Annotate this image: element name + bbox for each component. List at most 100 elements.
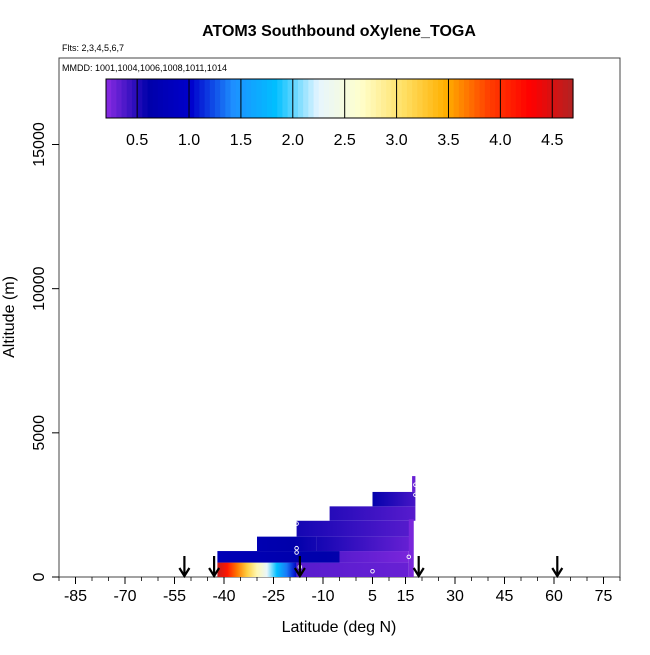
colorbar-segment — [448, 79, 455, 118]
colorbar-segment — [173, 79, 180, 118]
data-cell — [217, 551, 340, 563]
colorbar-segment — [469, 79, 476, 118]
colorbar-segment — [297, 79, 304, 118]
flights-label: Flts: 2,3,4,5,6,7 — [62, 43, 124, 53]
colorbar-segment — [427, 79, 434, 118]
colorbar-tick-label: 4.5 — [541, 132, 563, 149]
colorbar-segment — [334, 79, 341, 118]
colorbar-segment — [266, 79, 273, 118]
x-axis-label: Latitude (deg N) — [282, 619, 397, 636]
chart-title: ATOM3 Southbound oXylene_TOGA — [202, 23, 476, 40]
x-tick-label: 45 — [496, 588, 514, 605]
colorbar-segment — [303, 79, 309, 118]
colorbar-segment — [204, 79, 211, 118]
flight-arrow — [293, 556, 306, 579]
y-tick-label: 0 — [31, 572, 48, 581]
flight-arrow — [178, 556, 191, 579]
x-tick-label: 15 — [397, 588, 415, 605]
data-cell — [372, 491, 416, 507]
colorbar-segment — [406, 79, 413, 118]
colorbar-segment — [541, 79, 548, 118]
colorbar-segment — [355, 79, 361, 118]
colorbar-tick-label: 0.5 — [126, 132, 148, 149]
colorbar-segment — [453, 79, 460, 118]
mmdd-label: MMDD: 1001,1004,1006,1008,1011,1014 — [62, 63, 227, 73]
colorbar-segment — [521, 79, 527, 118]
colorbar-segment — [375, 79, 382, 118]
colorbar-segment — [287, 79, 294, 118]
colorbar-segment — [329, 79, 335, 118]
colorbar-segment — [489, 79, 496, 118]
x-tick-label: 5 — [368, 588, 377, 605]
colorbar-segment — [111, 79, 117, 118]
colorbar-segment — [318, 79, 325, 118]
colorbar-segment — [131, 79, 138, 118]
colorbar-segment — [225, 79, 232, 118]
axes: -85 -70 -55 -40 -25 -10 5 15 30 45 60 75 0 5000 10000 1… — [31, 122, 621, 605]
colorbar-segment — [562, 79, 569, 118]
colorbar-tick-label: 3.0 — [385, 132, 407, 149]
colorbar-segment — [178, 79, 185, 118]
colorbar-segment — [323, 79, 330, 118]
colorbar-segment — [474, 79, 481, 118]
colorbar-segment — [339, 79, 346, 118]
sample-marker — [370, 568, 375, 574]
colorbar-segment — [251, 79, 258, 118]
colorbar-segment — [126, 79, 133, 118]
y-tick-label: 5000 — [31, 415, 48, 451]
colorbar-segment — [282, 79, 289, 118]
colorbar-segment — [189, 79, 195, 118]
colorbar-segment — [142, 79, 149, 118]
colorbar-segment — [510, 79, 517, 118]
colorbar-segment — [230, 79, 237, 118]
colorbar-segment — [432, 79, 439, 118]
colorbar-segment — [567, 79, 574, 118]
colorbar-segment — [386, 79, 392, 118]
colorbar-segment — [168, 79, 175, 118]
colorbar-segment — [240, 79, 247, 118]
colorbar-segment — [547, 79, 553, 118]
colorbar-frame — [105, 78, 574, 119]
x-tick-label: -10 — [311, 588, 334, 605]
colorbar-segment — [246, 79, 252, 118]
sample-marker — [294, 550, 299, 555]
colorbar-segment — [220, 79, 226, 118]
data-cells — [217, 476, 416, 577]
data-cell — [408, 519, 414, 577]
colorbar-segment — [214, 79, 221, 118]
colorbar-segment — [137, 79, 143, 118]
x-tick-label: 30 — [446, 588, 464, 605]
colorbar-segment — [261, 79, 268, 118]
x-tick-label: -70 — [113, 588, 136, 605]
data-cell — [257, 536, 317, 552]
colorbar-segment — [152, 79, 159, 118]
colorbar-segment — [194, 79, 200, 118]
colorbar-segment — [552, 79, 559, 118]
sample-marker — [413, 492, 418, 498]
y-tick-label: 15000 — [31, 122, 48, 167]
data-cell — [296, 520, 413, 537]
colorbar-segment — [106, 79, 112, 118]
colorbar-segment — [163, 79, 169, 118]
flight-arrow — [208, 556, 221, 579]
colorbar-segment — [479, 79, 486, 118]
colorbar-segment — [360, 79, 367, 118]
colorbar-segment — [256, 79, 263, 118]
colorbar-segment — [344, 79, 351, 118]
colorbar-segment — [536, 79, 543, 118]
colorbar-segment — [292, 79, 299, 118]
colorbar-segment — [500, 79, 507, 118]
y-axis-label: Altitude (m) — [1, 276, 18, 358]
colorbar-segment — [505, 79, 512, 118]
flight-arrows — [178, 556, 564, 579]
colorbar-segment — [464, 79, 470, 118]
x-tick-label: -55 — [163, 588, 186, 605]
colorbar-segment — [495, 79, 501, 118]
sample-marker — [413, 482, 418, 487]
colorbar-segment — [422, 79, 429, 118]
x-tick-label: 60 — [545, 588, 563, 605]
colorbar-segment — [458, 79, 465, 118]
x-tick-label: -40 — [212, 588, 235, 605]
data-cell — [329, 506, 416, 521]
